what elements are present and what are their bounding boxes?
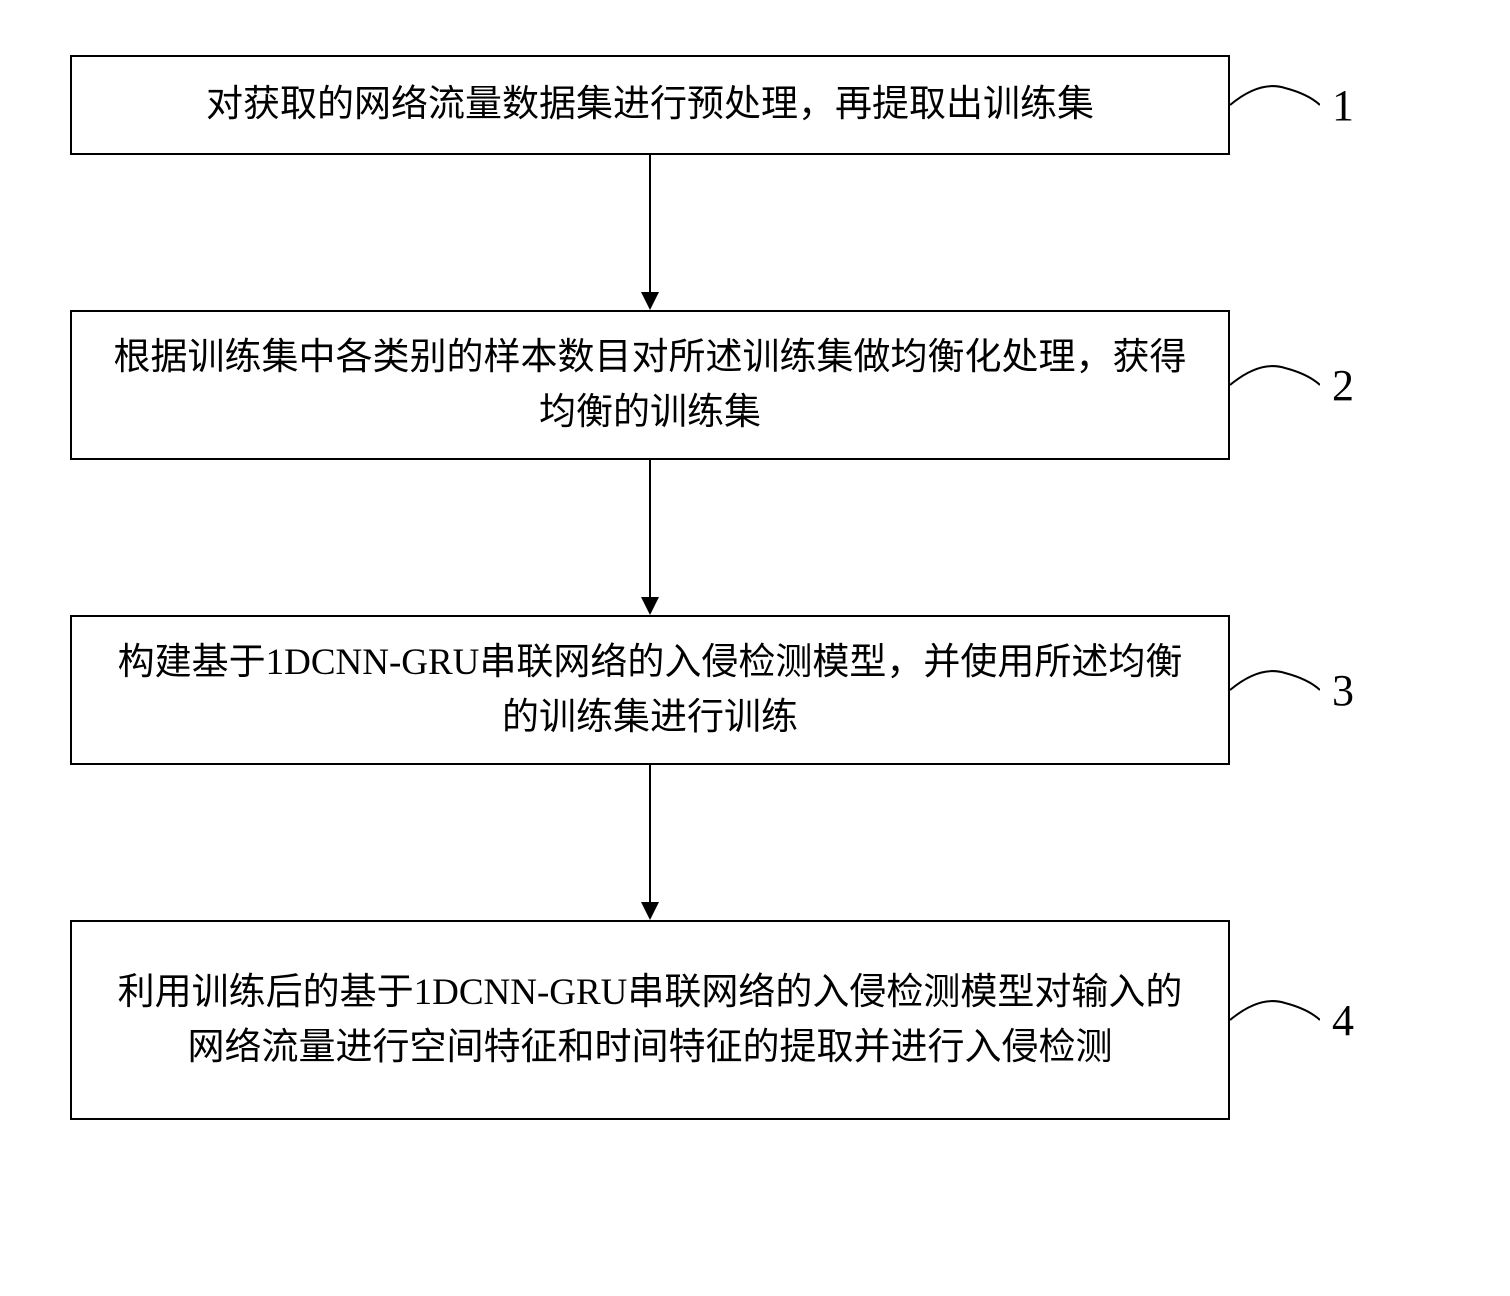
- flow-row-1: 对获取的网络流量数据集进行预处理，再提取出训练集 1: [70, 55, 1440, 155]
- flowchart-container: 对获取的网络流量数据集进行预处理，再提取出训练集 1 根据训练集中各类别的样本数…: [70, 55, 1440, 1120]
- flow-row-2: 根据训练集中各类别的样本数目对所述训练集做均衡化处理，获得均衡的训练集 2: [70, 310, 1440, 460]
- flow-node-3: 构建基于1DCNN-GRU串联网络的入侵检测模型，并使用所述均衡的训练集进行训练: [70, 615, 1230, 765]
- step-label-1: 1: [1332, 80, 1354, 131]
- arrow-1-2: [70, 155, 1230, 310]
- flow-node-4-text: 利用训练后的基于1DCNN-GRU串联网络的入侵检测模型对输入的网络流量进行空间…: [102, 965, 1198, 1076]
- curve-icon: [1230, 985, 1320, 1055]
- flow-node-3-text: 构建基于1DCNN-GRU串联网络的入侵检测模型，并使用所述均衡的训练集进行训练: [102, 635, 1198, 746]
- flow-row-4: 利用训练后的基于1DCNN-GRU串联网络的入侵检测模型对输入的网络流量进行空间…: [70, 920, 1440, 1120]
- label-connector-4: 4: [1230, 985, 1354, 1055]
- arrow-2-3: [70, 460, 1230, 615]
- step-label-3: 3: [1332, 665, 1354, 716]
- arrow-3-4: [70, 765, 1230, 920]
- curve-icon: [1230, 655, 1320, 725]
- flow-node-2: 根据训练集中各类别的样本数目对所述训练集做均衡化处理，获得均衡的训练集: [70, 310, 1230, 460]
- label-connector-3: 3: [1230, 655, 1354, 725]
- step-label-2: 2: [1332, 360, 1354, 411]
- flow-node-4: 利用训练后的基于1DCNN-GRU串联网络的入侵检测模型对输入的网络流量进行空间…: [70, 920, 1230, 1120]
- flow-node-1: 对获取的网络流量数据集进行预处理，再提取出训练集: [70, 55, 1230, 155]
- flow-row-3: 构建基于1DCNN-GRU串联网络的入侵检测模型，并使用所述均衡的训练集进行训练…: [70, 615, 1440, 765]
- curve-icon: [1230, 70, 1320, 140]
- label-connector-2: 2: [1230, 350, 1354, 420]
- flow-node-1-text: 对获取的网络流量数据集进行预处理，再提取出训练集: [206, 77, 1094, 133]
- label-connector-1: 1: [1230, 70, 1354, 140]
- flow-node-2-text: 根据训练集中各类别的样本数目对所述训练集做均衡化处理，获得均衡的训练集: [102, 330, 1198, 441]
- step-label-4: 4: [1332, 995, 1354, 1046]
- curve-icon: [1230, 350, 1320, 420]
